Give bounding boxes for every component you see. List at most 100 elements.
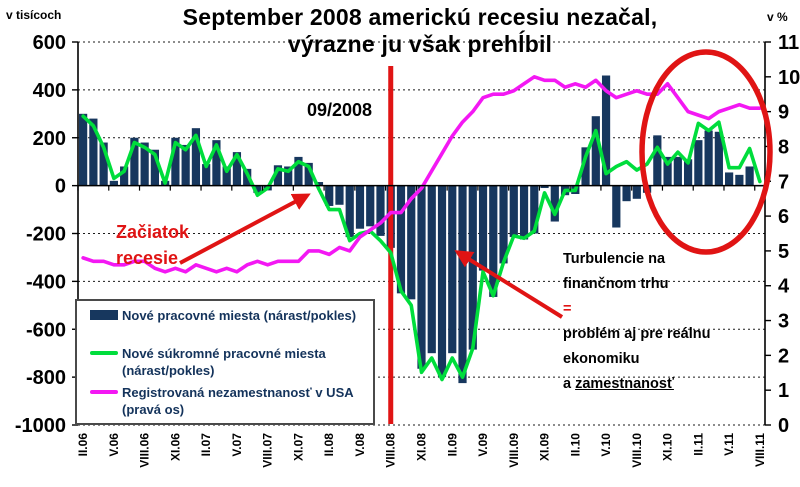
total-jobs-bar — [745, 166, 754, 186]
unemployment-swatch — [90, 390, 118, 394]
legend-item-private-jobs: Nové súkromné pracovné miesta (nárast/po… — [90, 345, 373, 379]
total-jobs-bar — [181, 144, 190, 186]
total-jobs-bar — [663, 156, 672, 186]
total-jobs-bar — [417, 185, 426, 369]
left-axis-tick-label: -1000 — [15, 415, 66, 437]
total-jobs-bar — [489, 185, 498, 297]
x-axis-tick-label: V.11 — [722, 433, 736, 456]
total-jobs-bar — [366, 185, 375, 227]
total-jobs-bar — [530, 185, 539, 234]
highlight-ellipse — [639, 49, 773, 255]
total-jobs-swatch — [90, 310, 118, 320]
legend-item-unemployment: Registrovaná nezamestnanosť v USA (pravá… — [90, 384, 373, 418]
total-jobs-bar — [253, 185, 262, 193]
total-jobs-bar — [150, 149, 160, 186]
x-axis-tick-label: VIII.07 — [261, 433, 275, 468]
total-jobs-bar — [232, 152, 242, 186]
total-jobs-bar — [704, 130, 713, 186]
right-axis-tick-label: 7 — [778, 171, 789, 193]
right-axis-tick-label: 4 — [778, 276, 790, 298]
total-jobs-bar — [509, 185, 518, 238]
total-jobs-bar — [683, 159, 693, 186]
right-axis-tick-label: 0 — [778, 415, 789, 437]
x-axis-tick-label: XI.07 — [291, 433, 305, 461]
total-jobs-bar — [653, 135, 662, 186]
total-jobs-bar — [376, 185, 385, 236]
x-axis-tick-label: V.10 — [599, 433, 613, 457]
chart-title-line2: výrazne ju však prehĺbil — [287, 31, 553, 57]
legend-label-unemployment: Registrovaná nezamestnanosť v USA (pravá… — [122, 385, 354, 417]
unemployment-line — [81, 75, 762, 274]
total-jobs-bar — [99, 142, 108, 186]
right-axis-tick-label: 6 — [778, 206, 789, 228]
total-jobs-bar — [191, 128, 201, 186]
total-jobs-bar — [171, 137, 180, 186]
total-jobs-bar — [601, 75, 611, 186]
total-jobs-bar — [550, 185, 559, 222]
x-axis-tick-label: V.09 — [476, 433, 490, 457]
total-jobs-bar — [345, 185, 354, 238]
total-jobs-bar — [294, 156, 303, 186]
total-jobs-bar — [499, 185, 508, 264]
total-jobs-bar — [673, 156, 682, 186]
private-jobs-line — [81, 114, 762, 382]
total-jobs-bar — [355, 185, 365, 229]
recession-start-annotation: Začiatok recesie — [116, 222, 190, 268]
impact-line3: a zamestnanosť — [563, 376, 674, 392]
total-jobs-bar — [478, 185, 488, 271]
total-jobs-bar — [540, 185, 549, 189]
x-axis-tick-label: II.07 — [199, 433, 213, 457]
right-axis-tick-label: 8 — [778, 136, 789, 158]
right-axis-tick-label: 2 — [778, 345, 789, 367]
total-jobs-bar — [458, 185, 467, 384]
x-axis-tick-label: VIII.10 — [630, 433, 644, 468]
left-axis-tick-label: 200 — [33, 128, 66, 150]
total-jobs-bar — [222, 166, 231, 186]
x-axis-tick-label: V.07 — [230, 433, 244, 457]
total-jobs-bar — [202, 164, 211, 186]
left-axis-tick-label: 600 — [33, 32, 66, 54]
total-jobs-bar — [109, 180, 118, 186]
chart-legend: Nové pracovné miesta (nárast/pokles) Nov… — [75, 299, 375, 425]
right-axis-tick-label: 11 — [778, 32, 799, 54]
left-axis-tick-label: 0 — [55, 176, 66, 198]
x-axis-tick-label: XI.08 — [415, 433, 429, 461]
x-axis-tick-label: V.06 — [107, 433, 121, 457]
total-jobs-bar — [120, 166, 129, 186]
total-jobs-bar — [89, 118, 98, 186]
total-jobs-bar — [735, 174, 744, 186]
x-axis-tick-label: VIII.09 — [507, 433, 521, 468]
event-date-label: 09/2008 — [307, 100, 373, 120]
left-axis-tick-label: 400 — [33, 80, 66, 102]
total-jobs-bar — [130, 137, 139, 186]
total-jobs-bar — [725, 172, 734, 186]
x-axis-tick-label: VIII.08 — [384, 433, 398, 468]
total-jobs-bar — [519, 185, 529, 240]
impact-line1: problém aj pre reálnu — [563, 326, 711, 342]
chart-title: September 2008 americkú recesiu nezačal,… — [90, 4, 750, 58]
x-axis-tick-label: II.10 — [568, 433, 582, 457]
left-axis-tick-label: -400 — [26, 271, 66, 293]
legend-label-private-jobs: Nové súkromné pracovné miesta (nárast/po… — [122, 346, 326, 378]
total-jobs-bar — [325, 185, 334, 206]
right-axis-tick-label: 9 — [778, 102, 789, 124]
total-jobs-bar — [314, 182, 324, 186]
total-jobs-bar — [273, 165, 283, 186]
turbulence-line1: Turbulencie na — [563, 251, 666, 267]
turbulence-arrow — [454, 250, 564, 319]
private-jobs-swatch — [90, 351, 118, 355]
legend-item-total-jobs: Nové pracovné miesta (nárast/pokles) — [90, 307, 373, 324]
total-jobs-bar — [396, 185, 406, 294]
total-jobs-bar — [591, 116, 600, 186]
left-axis-tick-label: -800 — [26, 367, 66, 389]
x-axis-tick-label: XI.10 — [661, 433, 675, 461]
x-axis-tick-label: XI.06 — [168, 433, 182, 461]
x-axis-tick-label: VIII.06 — [138, 433, 152, 468]
right-axis-tick-label: 5 — [778, 241, 789, 263]
total-jobs-bar — [335, 185, 344, 205]
total-jobs-bar — [622, 185, 631, 202]
x-axis-tick-label: V.08 — [353, 433, 367, 457]
total-jobs-bar — [581, 147, 590, 186]
